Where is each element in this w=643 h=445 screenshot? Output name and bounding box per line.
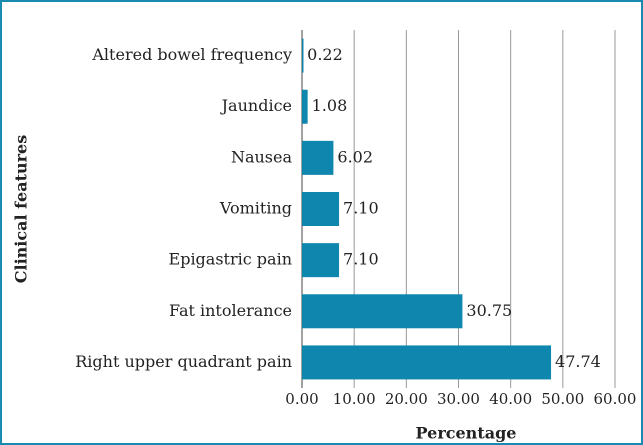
data-label: 6.02 xyxy=(337,147,373,166)
y-tick-label: Jaundice xyxy=(220,96,292,115)
x-tick-label: 60.00 xyxy=(594,390,637,408)
y-tick-label: Right upper quadrant pain xyxy=(75,352,292,371)
x-tick-label: 40.00 xyxy=(489,390,532,408)
x-tick-label: 0.00 xyxy=(285,390,318,408)
y-tick-label: Vomiting xyxy=(219,199,292,218)
x-tick-label: 50.00 xyxy=(541,390,584,408)
x-tick-label: 20.00 xyxy=(385,390,428,408)
data-label: 47.74 xyxy=(555,352,601,371)
data-label: 1.08 xyxy=(312,96,348,115)
bar xyxy=(302,243,340,278)
bar xyxy=(302,140,334,175)
data-label: 0.22 xyxy=(307,45,343,64)
bar xyxy=(302,345,552,380)
x-tick-label: 30.00 xyxy=(437,390,480,408)
data-label: 30.75 xyxy=(466,301,512,320)
bar xyxy=(302,294,463,329)
bar xyxy=(302,192,340,226)
y-tick-label: Nausea xyxy=(231,147,293,166)
y-tick-label: Fat intolerance xyxy=(169,301,292,320)
bar xyxy=(302,38,304,73)
data-label: 7.10 xyxy=(343,250,379,269)
data-label: 7.10 xyxy=(343,199,379,218)
bar xyxy=(302,89,308,124)
y-tick-label: Altered bowel frequency xyxy=(91,45,292,64)
x-axis-title: Percentage xyxy=(416,424,517,443)
y-tick-label: Epigastric pain xyxy=(169,250,292,269)
x-tick-label: 10.00 xyxy=(333,390,376,408)
y-axis-title: Clinical features xyxy=(12,135,31,283)
